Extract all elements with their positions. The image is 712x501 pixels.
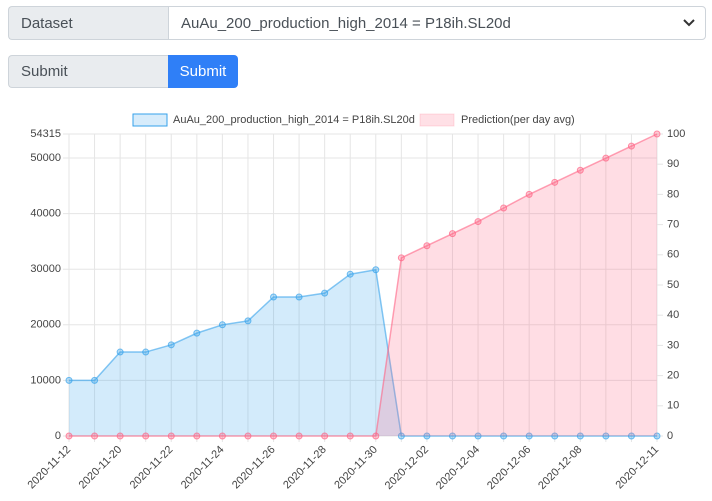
y2-tick-label: 30 — [667, 339, 679, 351]
point — [65, 432, 73, 440]
point — [525, 190, 533, 198]
x-tick-label: 2020-12-08 — [536, 444, 584, 492]
x-tick-label: 2020-11-22 — [128, 444, 176, 492]
x-tick-label: 2020-12-06 — [485, 444, 533, 492]
point — [142, 432, 150, 440]
point — [448, 230, 456, 238]
y-tick-label: 40000 — [30, 207, 61, 219]
y-tick-label: 30000 — [30, 263, 61, 275]
point — [576, 432, 584, 440]
point — [91, 432, 99, 440]
submit-button[interactable]: Submit — [168, 55, 238, 88]
point — [270, 432, 278, 440]
point — [65, 376, 73, 384]
y2-tick-label: 60 — [667, 249, 679, 261]
point — [167, 432, 175, 440]
point — [167, 341, 175, 349]
point — [321, 289, 329, 297]
point — [91, 376, 99, 384]
point — [653, 432, 661, 440]
point — [244, 317, 252, 325]
submit-label: Submit — [8, 55, 168, 88]
y2-tick-label: 40 — [667, 309, 679, 321]
point — [525, 432, 533, 440]
point — [551, 432, 559, 440]
legend-swatch — [419, 113, 455, 127]
point — [602, 432, 610, 440]
x-tick-label: 2020-12-11 — [613, 444, 661, 492]
y2-tick-label: 80 — [667, 188, 679, 200]
point — [551, 178, 559, 186]
x-tick-label: 2020-12-02 — [383, 444, 431, 492]
point — [244, 432, 252, 440]
point — [218, 432, 226, 440]
point — [218, 321, 226, 329]
point — [193, 329, 201, 337]
x-tick-label: 2020-11-24 — [179, 444, 227, 492]
x-tick-label: 2020-11-30 — [332, 444, 380, 492]
y-tick-label: 20000 — [30, 319, 61, 331]
y2-tick-label: 100 — [667, 128, 685, 140]
point — [116, 432, 124, 440]
y2-tick-label: 20 — [667, 370, 679, 382]
point — [423, 432, 431, 440]
point — [474, 218, 482, 226]
series-line — [69, 268, 657, 437]
point — [576, 166, 584, 174]
point — [602, 154, 610, 162]
point — [500, 204, 508, 212]
x-tick-label: 2020-11-12 — [25, 444, 73, 492]
point — [270, 293, 278, 301]
y-tick-label: 54315 — [30, 128, 61, 140]
x-tick-label: 2020-11-26 — [230, 444, 278, 492]
point — [346, 432, 354, 440]
legend-label: Prediction(per day avg) — [461, 114, 575, 126]
point — [397, 254, 405, 262]
legend-swatch — [132, 113, 168, 127]
area-fill — [69, 134, 657, 436]
point — [193, 432, 201, 440]
point — [295, 293, 303, 301]
x-tick-label: 2020-11-20 — [77, 444, 125, 492]
y-tick-label: 10000 — [30, 374, 61, 386]
y2-tick-label: 0 — [667, 430, 673, 442]
y2-tick-label: 70 — [667, 219, 679, 231]
x-tick-label: 2020-12-04 — [434, 444, 482, 492]
series-line — [69, 133, 658, 437]
legend-label: AuAu_200_production_high_2014 = P18ih.SL… — [173, 114, 415, 126]
point — [321, 432, 329, 440]
point — [295, 432, 303, 440]
point — [448, 432, 456, 440]
y-tick-label: 0 — [55, 430, 61, 442]
dataset-value[interactable]: AuAu_200_production_high_2014 = P18ih.SL… — [181, 14, 511, 32]
point — [372, 266, 380, 274]
point — [397, 432, 405, 440]
y-tick-label: 50000 — [30, 152, 61, 164]
point — [500, 432, 508, 440]
point — [142, 348, 150, 356]
point — [423, 242, 431, 250]
point — [627, 142, 635, 150]
point — [116, 348, 124, 356]
point — [627, 432, 635, 440]
y2-tick-label: 90 — [667, 158, 679, 170]
dataset-label: Dataset — [8, 6, 168, 40]
y2-tick-label: 10 — [667, 400, 679, 412]
x-tick-label: 2020-11-28 — [281, 444, 329, 492]
dropdown-arrow[interactable] — [683, 18, 695, 28]
area-fill — [69, 269, 657, 436]
dataset-select[interactable]: AuAu_200_production_high_2014 = P18ih.SL… — [168, 6, 706, 40]
point — [474, 432, 482, 440]
point — [653, 130, 661, 138]
y2-tick-label: 50 — [667, 279, 679, 291]
point — [372, 432, 380, 440]
point — [346, 270, 354, 278]
